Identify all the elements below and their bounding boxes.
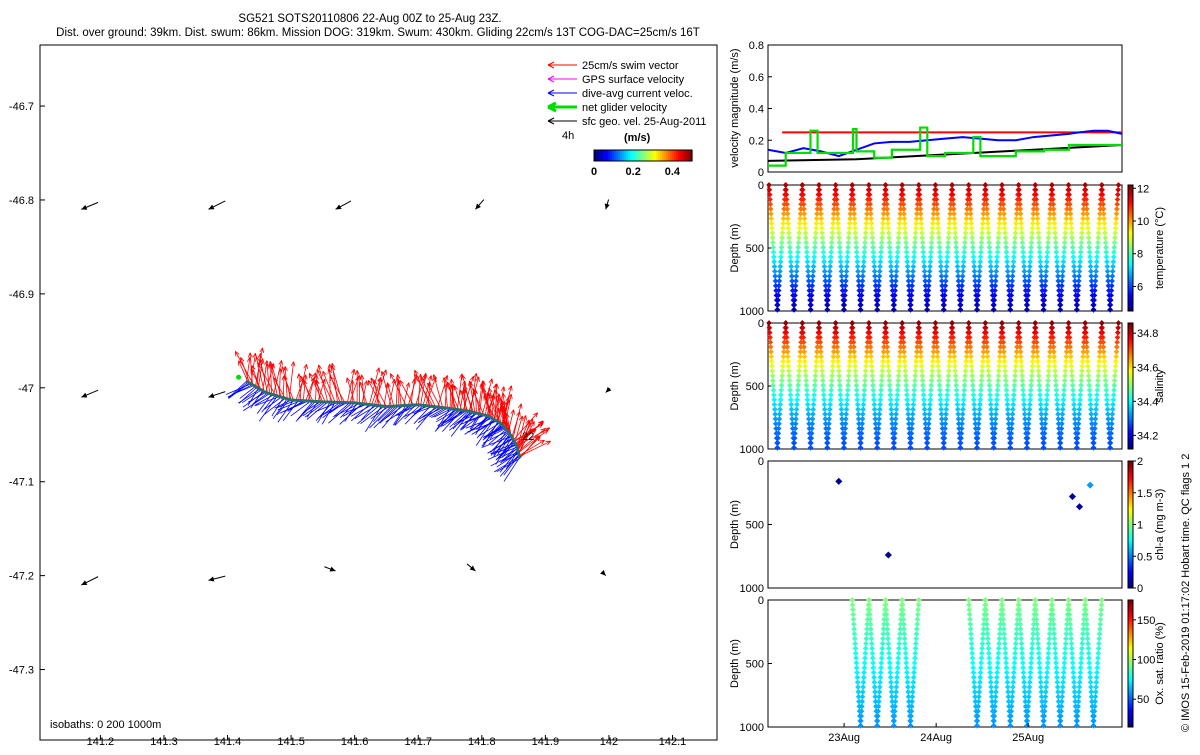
depth-colorbar-tick-label: 100 — [1137, 655, 1155, 667]
legend-label-gps: GPS surface velocity — [582, 74, 685, 86]
depth-ytick-label: 1000 — [740, 444, 764, 456]
map-xtick-label: 141.8 — [468, 736, 496, 748]
map-ytick-label: -47.3 — [9, 665, 34, 677]
depth-colorbar-tick-label: 2 — [1137, 456, 1143, 468]
legend-label-dac: dive-avg current veloc. — [582, 88, 693, 100]
depth-xtick-label: 24Aug — [920, 732, 952, 744]
map-ytick-label: -46.9 — [9, 289, 34, 301]
depth-ytick-label: 1000 — [740, 722, 764, 734]
title-line2: Dist. over ground: 39km. Dist. swum: 86k… — [56, 27, 700, 39]
depth-colorbar-tick-label: 10 — [1137, 216, 1149, 228]
credit-text: © IMOS 15-Feb-2019 01:17:02 Hobart time.… — [1180, 454, 1192, 732]
depth-colorbar-tick-label: 1.5 — [1137, 488, 1152, 500]
depth-ytick-label: 500 — [746, 520, 764, 532]
isobaths-label: isobaths: 0 200 1000m — [50, 719, 161, 731]
depth-colorbar-label: chl-a (mg m-3) — [1154, 489, 1166, 561]
depth-colorbar-tick-label: 6 — [1137, 281, 1143, 293]
map-ytick-label: -47.2 — [9, 571, 34, 583]
depth-xtick-label: 25Aug — [1012, 732, 1044, 744]
depth-colorbar-tick-label: 150 — [1137, 615, 1155, 627]
track-end-label: 22 — [522, 431, 534, 443]
depth-ytick-label: 500 — [746, 381, 764, 393]
map-xtick-label: 141.2 — [87, 736, 115, 748]
depth-xtick-label: 23Aug — [828, 732, 860, 744]
map-xtick-label: 141.7 — [404, 736, 432, 748]
map-xtick-label: 141.6 — [341, 736, 369, 748]
depth-ytick-label: 0 — [758, 318, 764, 330]
depth-ylabel: Depth (m) — [729, 362, 741, 411]
depth-ytick-label: 0 — [758, 456, 764, 468]
map-colorbar-label: (m/s) — [624, 132, 651, 144]
map-xtick-label: 141.4 — [214, 736, 242, 748]
map-colorbar-tick: 0.2 — [626, 166, 641, 178]
depth-ytick-label: 500 — [746, 243, 764, 255]
velocity-ytick-label: 0 — [758, 167, 764, 179]
velocity-ytick-label: 0.2 — [749, 135, 764, 147]
depth-colorbar-label: salinity — [1154, 369, 1166, 403]
depth-ytick-label: 0 — [758, 180, 764, 192]
map-ytick-label: -46.7 — [9, 101, 34, 113]
depth-ytick-label: 1000 — [740, 583, 764, 595]
depth-colorbar-tick-label: 12 — [1137, 183, 1149, 195]
map-ytick-label: -47 — [18, 383, 34, 395]
velocity-ytick-label: 0.6 — [749, 72, 764, 84]
depth-colorbar-tick-label: 8 — [1137, 249, 1143, 261]
map-xtick-label: 141.9 — [532, 736, 560, 748]
legend-label-swim: 25cm/s swim vector — [582, 60, 679, 72]
depth-colorbar-label: Ox. sat. ratio (%) — [1154, 622, 1166, 705]
depth-ytick-label: 500 — [746, 659, 764, 671]
map-colorbar-tick: 0.4 — [665, 166, 681, 178]
legend-label-net: net glider velocity — [582, 102, 667, 114]
depth-colorbar-label: temperature (°C) — [1154, 207, 1166, 289]
map-xtick-label: 141.5 — [277, 736, 305, 748]
depth-colorbar-tick-label: 34.2 — [1137, 430, 1158, 442]
depth-ylabel: Depth (m) — [729, 500, 741, 549]
depth-ylabel: Depth (m) — [729, 639, 741, 688]
velocity-ytick-label: 0.8 — [749, 40, 764, 52]
depth-ylabel: Depth (m) — [729, 224, 741, 273]
depth-ytick-label: 1000 — [740, 306, 764, 318]
track-start-marker — [236, 375, 241, 380]
map-colorbar-tick: 0 — [591, 166, 597, 178]
depth-ytick-label: 0 — [758, 595, 764, 607]
map-ytick-label: -47.1 — [9, 477, 34, 489]
map-xtick-label: 142 — [600, 736, 618, 748]
depth-colorbar-tick-label: 0.5 — [1137, 551, 1152, 563]
depth-colorbar-tick-label: 1 — [1137, 520, 1143, 532]
depth-colorbar-tick-label: 0 — [1137, 583, 1143, 595]
title-line1: SG521 SOTS20110806 22-Aug 00Z to 25-Aug … — [238, 13, 501, 25]
map-xtick-label: 142.1 — [659, 736, 687, 748]
velocity-ytick-label: 0.4 — [749, 104, 764, 116]
legend-scale-label: 4h — [562, 130, 574, 142]
map-ytick-label: -46.8 — [9, 195, 34, 207]
depth-colorbar-tick-label: 34.8 — [1137, 328, 1158, 340]
legend-label-geo: sfc geo. vel. 25-Aug-2011 — [582, 116, 707, 128]
depth-colorbar-tick-label: 50 — [1137, 694, 1149, 706]
map-xtick-label: 141.3 — [150, 736, 178, 748]
velocity-ylabel: velocity magnitude (m/s) — [729, 48, 741, 167]
